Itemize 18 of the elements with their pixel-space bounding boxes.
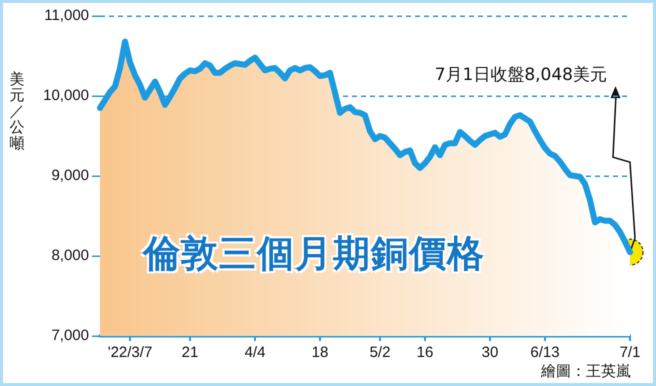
x-tick-label: 6/13 [530,344,560,362]
y-tick-label: 7,000 [51,327,89,344]
annotation: 7月1日收盤8,048美元 [434,64,607,86]
x-tick-label: 30 [482,344,498,362]
x-tick-label: 16 [416,344,434,362]
y-axis-title: 美元／公噸 [8,70,26,152]
text: 倫敦三個月期銅價格 [143,231,485,277]
y-tick-label: 8,000 [51,247,89,264]
x-tick-label: 21 [182,344,198,362]
y-tick-label: 11,000 [44,7,89,24]
x-tick-label: 5/2 [370,344,390,362]
text: 繪圖：王英嵐 [541,362,631,381]
x-tick-label: 7/1 [620,344,640,362]
x-tick-label: 18 [312,344,328,362]
x-tick-label: 4/4 [244,344,266,362]
y-tick-label: 9,000 [51,167,89,184]
y-tick-label: 10,000 [43,87,89,104]
x-tick-label: '22/3/7 [108,344,152,362]
